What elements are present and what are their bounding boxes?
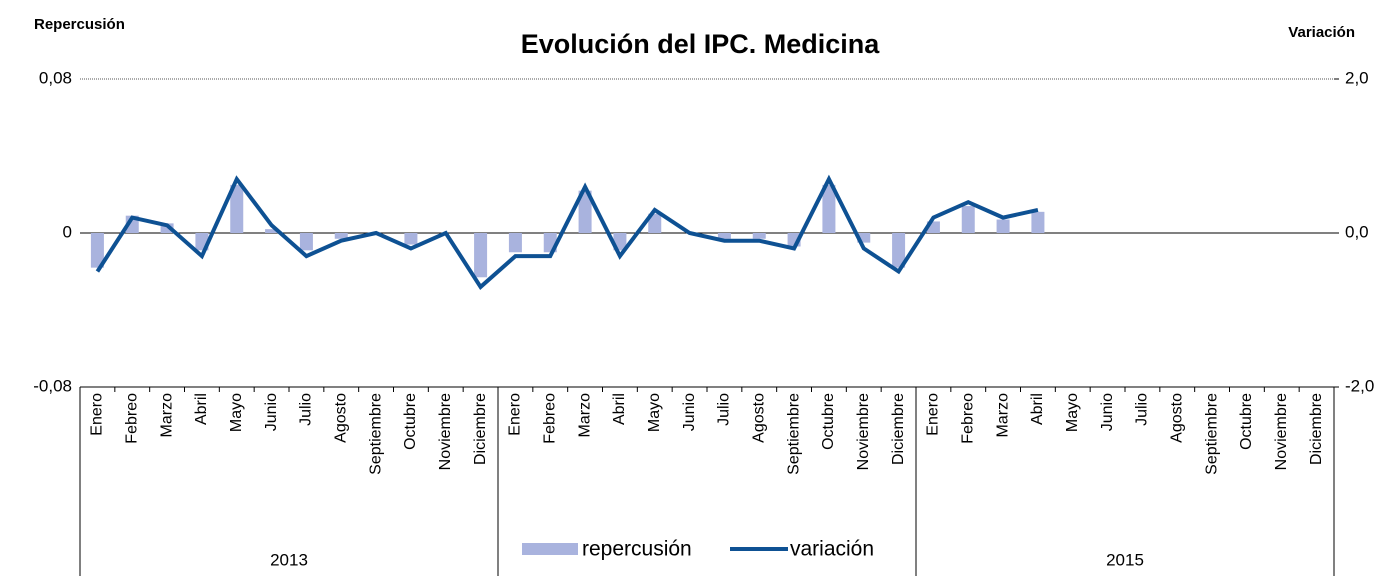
y2-tick-label: -2,0	[1345, 376, 1374, 395]
x-tick-label: Junio	[681, 393, 698, 431]
x-tick-label: Agosto	[750, 393, 767, 443]
x-tick-label: Diciembre	[890, 393, 907, 465]
x-tick-label: Mayo	[646, 393, 663, 432]
x-tick-label: Abril	[193, 393, 210, 425]
x-tick-label: Enero	[925, 393, 942, 436]
line	[95, 174, 1039, 290]
x-tick-label: Octubre	[402, 393, 419, 450]
legend-label: repercusión	[582, 538, 692, 561]
x-tick-label: Mayo	[1064, 393, 1081, 432]
x-tick-label: Julio	[716, 393, 733, 426]
x-tick-label: Febreo	[541, 393, 558, 444]
x-tick-label: Febreo	[123, 393, 140, 444]
x-tick-label: Agosto	[332, 393, 349, 443]
x-tick-label: Octubre	[820, 393, 837, 450]
bar	[752, 233, 766, 239]
bar	[1031, 211, 1045, 233]
bar	[334, 233, 348, 239]
x-tick-label: Noviembre	[437, 393, 454, 470]
y-axis-label: Repercusión	[34, 16, 125, 33]
legend-swatch	[522, 543, 578, 555]
group-label: 2013	[270, 550, 308, 569]
bar	[648, 213, 662, 233]
bar	[892, 233, 906, 268]
bar	[857, 233, 871, 243]
y-tick-label: -0,08	[33, 376, 72, 395]
y2-axis-label: Variación	[1288, 24, 1355, 41]
x-tick-label: Marzo	[158, 393, 175, 438]
chart-title: Evolución del IPC. Medicina	[521, 29, 881, 59]
x-tick-label: Noviembre	[1273, 393, 1290, 470]
y-tick-label: 0,08	[39, 68, 72, 87]
bar	[926, 221, 940, 233]
x-tick-label: Junio	[1099, 393, 1116, 431]
bar	[474, 233, 488, 278]
bar	[508, 233, 522, 253]
x-tick-label: Marzo	[576, 393, 593, 438]
x-tick-label: Octubre	[1238, 393, 1255, 450]
x-tick-label: Septiembre	[367, 393, 384, 475]
bar	[160, 223, 174, 233]
bar	[90, 233, 104, 268]
bar	[717, 233, 731, 239]
x-tick-label: Diciembre	[472, 393, 489, 465]
bar	[822, 184, 836, 233]
bar	[578, 190, 592, 233]
bar	[404, 233, 418, 245]
x-tick-label: Agosto	[1168, 393, 1185, 443]
x-tick-label: Julio	[1134, 393, 1151, 426]
y2-tick-label: 2,0	[1345, 68, 1369, 87]
x-tick-label: Mayo	[228, 393, 245, 432]
x-tick-label: Enero	[507, 393, 524, 436]
x-tick-label: Abril	[1029, 393, 1046, 425]
y2-tick-label: 0,0	[1345, 222, 1369, 241]
x-tick-label: Junio	[263, 393, 280, 431]
bar	[230, 184, 244, 233]
group-label: 2015	[1106, 550, 1144, 569]
x-tick-label: Septiembre	[785, 393, 802, 475]
x-tick-label: Julio	[298, 393, 315, 426]
bar	[996, 219, 1010, 233]
x-tick-label: Diciembre	[1308, 393, 1325, 465]
bar	[299, 233, 313, 251]
x-tick-label: Febreo	[959, 393, 976, 444]
x-tick-label: Marzo	[994, 393, 1011, 438]
legend-label: variación	[790, 538, 874, 561]
bar	[265, 229, 279, 233]
x-tick-label: Abril	[611, 393, 628, 425]
bar	[961, 206, 975, 233]
x-tick-label: Septiembre	[1203, 393, 1220, 475]
x-tick-label: Enero	[89, 393, 106, 436]
y-tick-label: 0	[63, 222, 72, 241]
x-tick-label: Noviembre	[855, 393, 872, 470]
